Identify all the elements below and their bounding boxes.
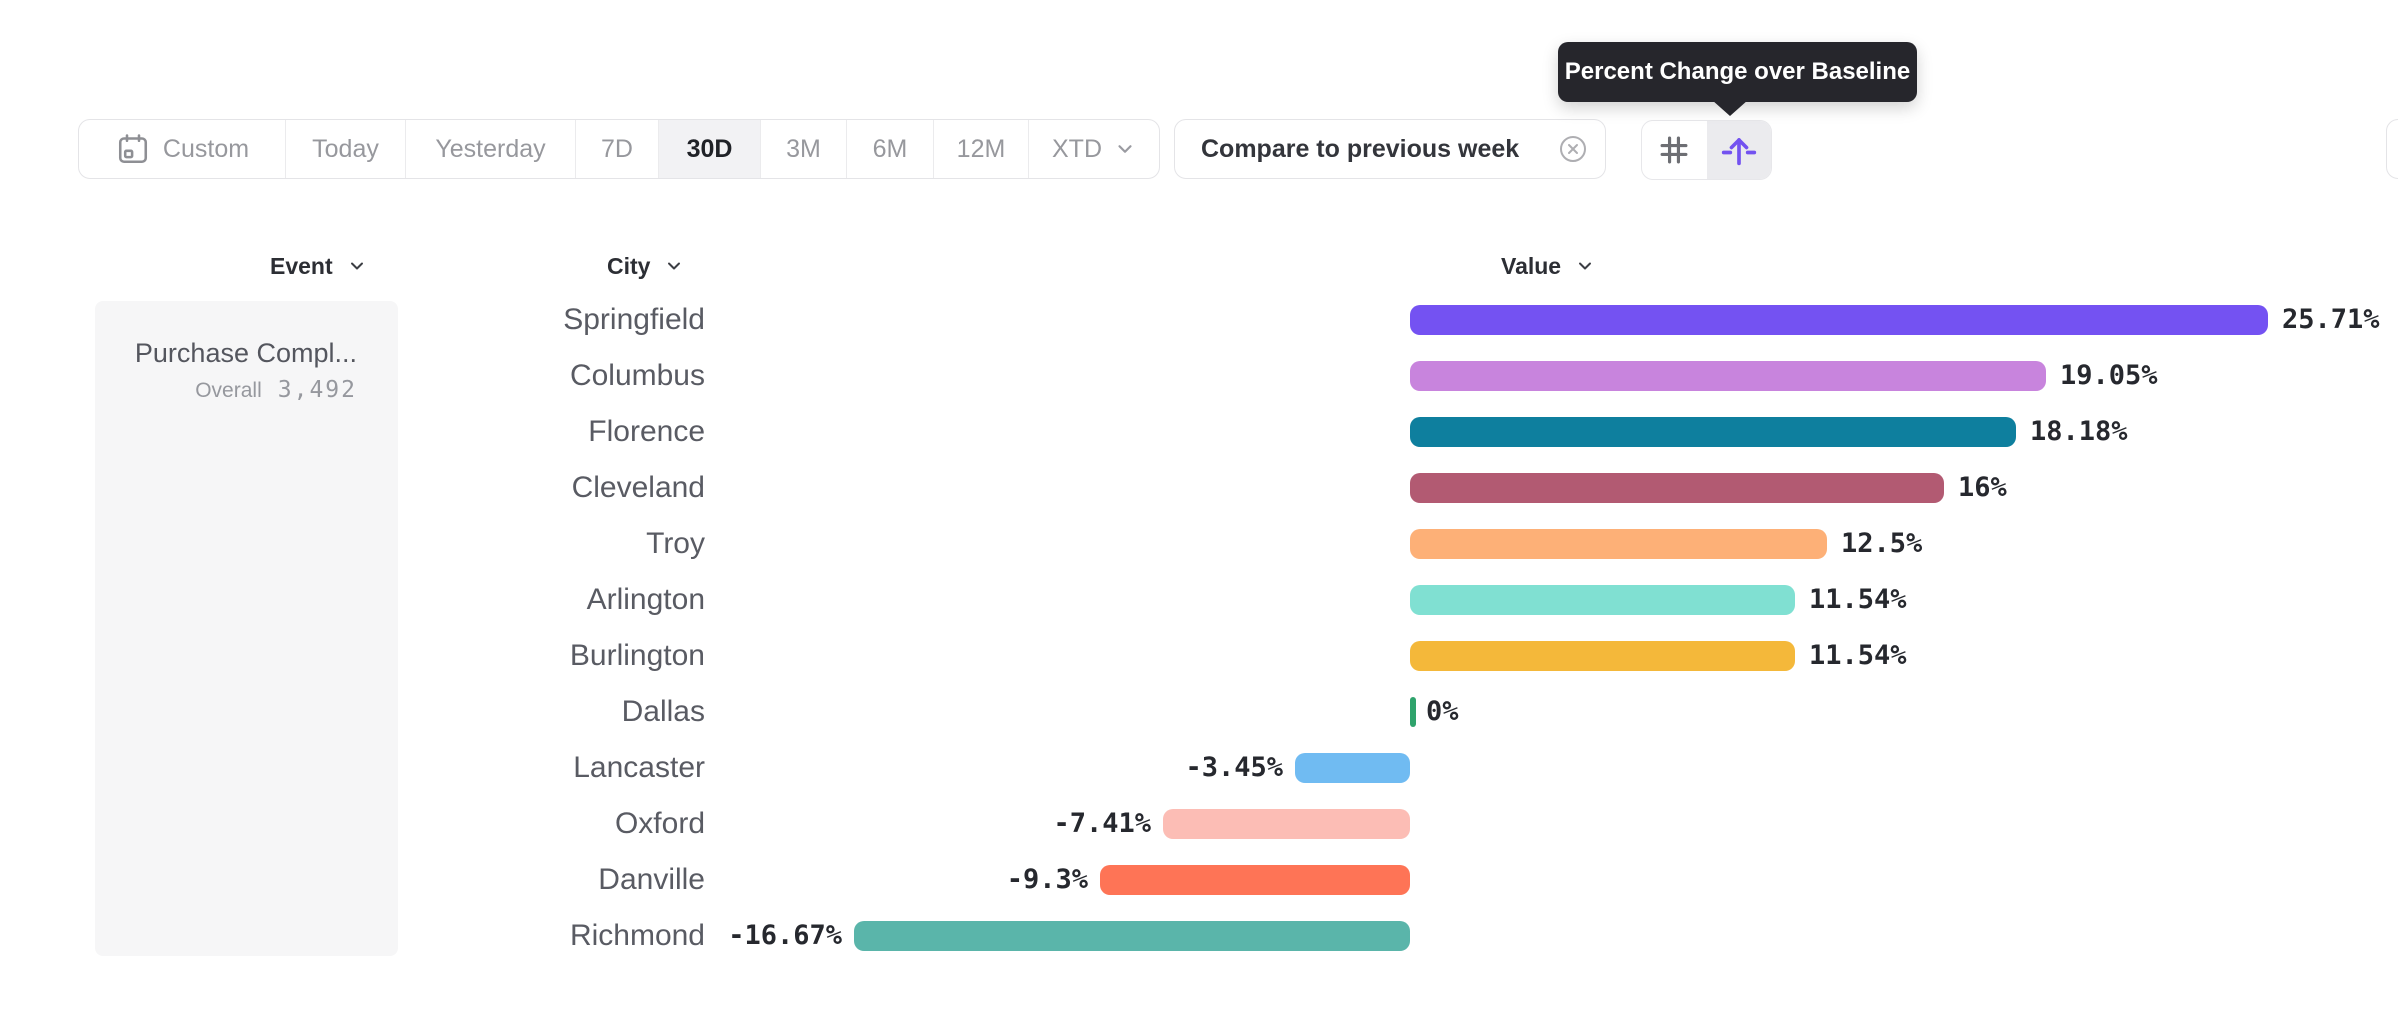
date-range-6m[interactable]: 6M xyxy=(847,120,934,178)
chevron-down-icon xyxy=(1575,256,1595,276)
column-header-label: City xyxy=(607,252,651,279)
city-label: Oxford xyxy=(614,807,705,840)
value-label: 11.54% xyxy=(1809,584,1907,615)
bar-cleveland[interactable] xyxy=(1410,473,1944,503)
clipped-button-right-edge[interactable] xyxy=(2386,119,2398,179)
bar-lancaster[interactable] xyxy=(1295,753,1410,783)
value-label: 25.71% xyxy=(2282,304,2380,335)
event-name: Purchase Compl... xyxy=(134,338,357,368)
date-range-label: Yesterday xyxy=(435,134,546,163)
date-range-label: Today xyxy=(312,134,379,163)
date-range-label: 12M xyxy=(956,134,1006,163)
event-overall-row: Overall 3,492 xyxy=(115,377,357,404)
calendar-icon xyxy=(115,131,151,167)
city-label: Dallas xyxy=(621,695,705,728)
bar-danville[interactable] xyxy=(1100,865,1410,895)
value-label: 12.5% xyxy=(1841,528,1923,559)
compare-chip[interactable]: Compare to previous week xyxy=(1174,119,1606,179)
value-label: 11.54% xyxy=(1809,640,1907,671)
city-label: Arlington xyxy=(586,583,705,616)
value-label: 19.05% xyxy=(2060,360,2158,391)
value-label: -9.3% xyxy=(1006,864,1088,895)
city-label: Columbus xyxy=(569,359,705,392)
chevron-down-icon xyxy=(664,256,684,276)
bar-columbus[interactable] xyxy=(1410,361,2046,391)
tooltip-caret xyxy=(1712,100,1748,116)
baseline-arrow-icon xyxy=(1719,130,1759,170)
percent-change-toggle-selected[interactable] xyxy=(1706,121,1771,179)
date-range-label: Custom xyxy=(162,134,250,163)
column-header-value[interactable]: Value xyxy=(1501,251,1595,281)
bar-dallas[interactable] xyxy=(1410,697,1416,727)
value-display-toggle xyxy=(1641,120,1772,180)
date-range-yesterday[interactable]: Yesterday xyxy=(406,120,576,178)
city-label: Burlington xyxy=(569,639,705,672)
date-range-toolbar: Custom Today Yesterday 7D 30D 3M 6M 12M … xyxy=(78,119,1160,179)
chevron-down-icon xyxy=(1114,138,1136,160)
bar-springfield[interactable] xyxy=(1410,305,2268,335)
hash-grid-icon xyxy=(1655,131,1693,169)
absolute-values-toggle[interactable] xyxy=(1642,121,1707,179)
value-label: 18.18% xyxy=(2030,416,2128,447)
city-label: Lancaster xyxy=(573,751,705,784)
city-label: Danville xyxy=(598,863,705,896)
bar-troy[interactable] xyxy=(1410,529,1827,559)
tooltip-text: Percent Change over Baseline xyxy=(1564,58,1911,85)
city-label: Troy xyxy=(646,527,705,560)
value-label: 0% xyxy=(1426,696,1459,727)
date-range-7d[interactable]: 7D xyxy=(576,120,659,178)
column-header-label: Value xyxy=(1501,252,1562,279)
column-header-city[interactable]: City xyxy=(607,251,684,281)
city-label: Richmond xyxy=(569,919,705,952)
date-range-label: 30D xyxy=(686,134,733,163)
tooltip: Percent Change over Baseline xyxy=(1558,42,1917,102)
value-label: -7.41% xyxy=(1053,808,1151,839)
city-label: Florence xyxy=(588,415,705,448)
date-range-xtd[interactable]: XTD xyxy=(1029,120,1159,178)
date-range-label: 7D xyxy=(601,134,633,163)
city-label: Springfield xyxy=(563,303,705,336)
event-panel[interactable] xyxy=(95,301,398,956)
date-range-label: 6M xyxy=(872,134,908,163)
date-range-today[interactable]: Today xyxy=(286,120,406,178)
column-header-event[interactable]: Event xyxy=(270,251,367,281)
date-range-12m[interactable]: 12M xyxy=(934,120,1029,178)
bar-richmond[interactable] xyxy=(854,921,1410,951)
city-label: Cleveland xyxy=(571,471,705,504)
date-range-label: XTD xyxy=(1052,134,1102,163)
date-range-label: 3M xyxy=(786,134,821,163)
value-label: 16% xyxy=(1958,472,2007,503)
date-range-3m[interactable]: 3M xyxy=(761,120,847,178)
bar-florence[interactable] xyxy=(1410,417,2016,447)
value-label: -16.67% xyxy=(728,920,842,951)
date-range-custom[interactable]: Custom xyxy=(79,120,286,178)
bar-oxford[interactable] xyxy=(1163,809,1410,839)
overall-value: 3,492 xyxy=(277,377,357,403)
bar-burlington[interactable] xyxy=(1410,641,1795,671)
date-range-30d-selected[interactable]: 30D xyxy=(659,120,761,178)
bar-arlington[interactable] xyxy=(1410,585,1795,615)
column-header-label: Event xyxy=(270,252,333,279)
compare-chip-label: Compare to previous week xyxy=(1201,134,1520,163)
value-label: -3.45% xyxy=(1185,752,1283,783)
chevron-down-icon xyxy=(347,256,367,276)
remove-compare-icon[interactable] xyxy=(1557,133,1589,165)
overall-label: Overall xyxy=(195,379,262,402)
